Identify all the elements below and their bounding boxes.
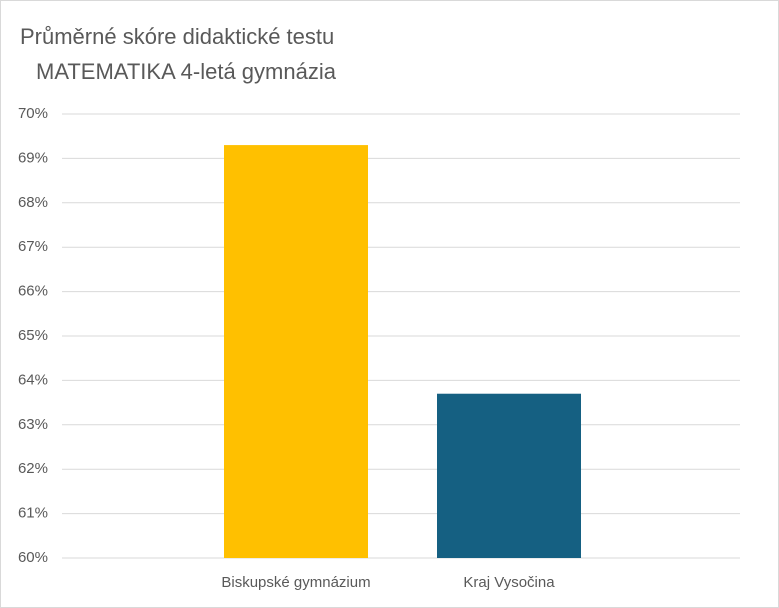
y-tick-label: 61% — [18, 505, 48, 522]
chart-subtitle: MATEMATIKA 4-letá gymnázia — [36, 59, 337, 84]
chart-title: Průměrné skóre didaktické testu — [20, 24, 334, 49]
y-tick-label: 69% — [18, 149, 48, 166]
y-tick-label: 67% — [18, 238, 48, 255]
y-tick-label: 63% — [18, 416, 48, 433]
y-tick-label: 70% — [18, 105, 48, 122]
y-tick-label: 66% — [18, 283, 48, 300]
y-tick-label: 62% — [18, 460, 48, 477]
y-tick-label: 65% — [18, 327, 48, 344]
x-tick-label: Biskupské gymnázium — [221, 574, 370, 591]
y-tick-label: 64% — [18, 371, 48, 388]
bar — [437, 393, 581, 558]
bar — [224, 145, 368, 558]
y-tick-label: 68% — [18, 194, 48, 211]
y-tick-label: 60% — [18, 549, 48, 566]
x-tick-label: Kraj Vysočina — [463, 574, 555, 591]
